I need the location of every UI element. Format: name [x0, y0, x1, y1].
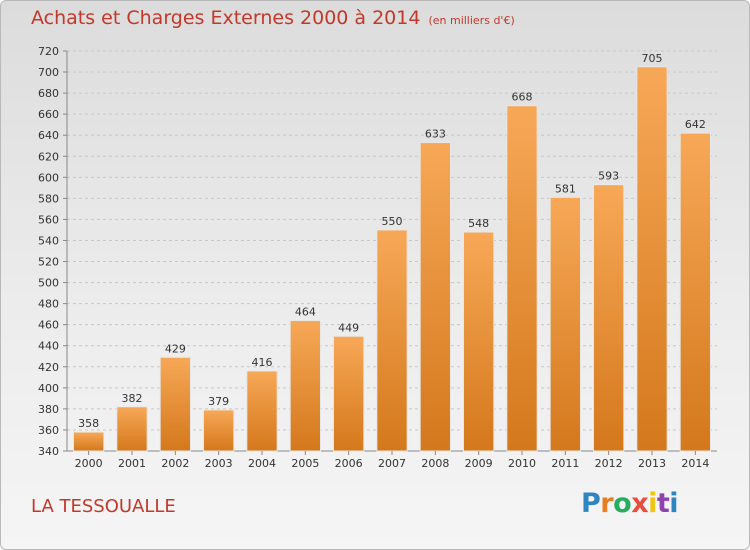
x-tick-label: 2001 [118, 457, 146, 470]
bar [376, 229, 408, 452]
y-tick-label: 340 [38, 445, 59, 458]
bar [679, 132, 712, 452]
logo-letter: t [656, 488, 670, 519]
bar [289, 319, 321, 452]
x-tick-label: 2003 [205, 457, 233, 470]
chart-title: Achats et Charges Externes 2000 à 2014 (e… [31, 7, 515, 29]
bar-value-label: 358 [78, 417, 99, 430]
y-tick-label: 620 [38, 150, 59, 163]
bar-value-label: 382 [122, 392, 143, 405]
y-tick-label: 580 [38, 192, 59, 205]
y-tick-label: 360 [38, 424, 59, 437]
y-tick-label: 680 [38, 87, 59, 100]
logo-letter: o [613, 488, 632, 519]
x-tick-label: 2000 [75, 457, 103, 470]
y-tick-label: 460 [38, 319, 59, 332]
bar-value-label: 705 [642, 52, 663, 65]
x-tick-label: 2010 [508, 457, 536, 470]
bar [203, 409, 235, 452]
bar [419, 142, 451, 452]
bar-value-label: 593 [598, 170, 619, 183]
y-tick-label: 700 [38, 66, 59, 79]
bar [636, 66, 668, 452]
x-tick-label: 2007 [378, 457, 406, 470]
x-tick-label: 2004 [248, 457, 276, 470]
y-tick-label: 500 [38, 277, 59, 290]
logo-letter: P [581, 488, 601, 519]
y-tick-label: 560 [38, 213, 59, 226]
bar-value-label: 548 [468, 217, 489, 230]
y-tick-label: 380 [38, 403, 59, 416]
bar-value-label: 429 [165, 342, 186, 355]
x-tick-label: 2014 [681, 457, 709, 470]
unit-label: (en milliers d'€) [428, 14, 515, 27]
x-tick-label: 2013 [638, 457, 666, 470]
y-tick-label: 640 [38, 129, 59, 142]
bar-value-label: 416 [252, 356, 273, 369]
x-tick-label: 2008 [421, 457, 449, 470]
x-tick-label: 2009 [465, 457, 493, 470]
bar-value-label: 642 [685, 118, 706, 131]
y-tick-label: 600 [38, 171, 59, 184]
bar-value-label: 379 [208, 395, 229, 408]
bar-value-label: 633 [425, 128, 446, 141]
y-tick-label: 540 [38, 234, 59, 247]
y-tick-label: 400 [38, 382, 59, 395]
logo-letter: i [669, 488, 679, 519]
location-label: LA TESSOUALLE [31, 496, 176, 517]
bar [463, 231, 495, 452]
x-tick-label: 2005 [291, 457, 319, 470]
bar-value-label: 449 [338, 321, 359, 334]
proxiti-logo: Proxiti [581, 488, 679, 519]
x-tick-label: 2002 [161, 457, 189, 470]
bar-value-label: 581 [555, 182, 576, 195]
y-tick-label: 720 [38, 45, 59, 58]
x-tick-label: 2011 [551, 457, 579, 470]
x-tick-label: 2012 [595, 457, 623, 470]
bar [246, 370, 278, 452]
chart-title-text: Achats et Charges Externes 2000 à 2014 [31, 7, 421, 29]
y-tick-label: 440 [38, 340, 59, 353]
bar [116, 406, 148, 452]
logo-letter: x [631, 488, 649, 519]
bar [549, 196, 582, 452]
bar [593, 184, 625, 452]
bar [333, 335, 365, 452]
logo-letter: r [600, 488, 614, 519]
y-tick-label: 420 [38, 361, 59, 374]
bar [73, 431, 105, 452]
bar-value-label: 550 [382, 215, 403, 228]
logo-letter: i [648, 488, 657, 519]
y-tick-label: 520 [38, 256, 59, 269]
y-tick-label: 480 [38, 298, 59, 311]
bar-value-label: 668 [512, 91, 533, 104]
bar [159, 356, 192, 452]
bar-value-label: 464 [295, 305, 316, 318]
x-tick-label: 2006 [335, 457, 363, 470]
bar [506, 105, 538, 452]
y-tick-label: 660 [38, 108, 59, 121]
